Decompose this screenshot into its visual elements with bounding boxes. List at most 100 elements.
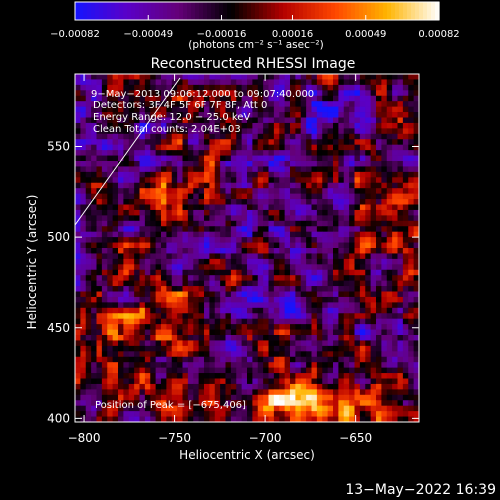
heatmap-cell <box>333 345 339 352</box>
heatmap-cell <box>306 329 312 336</box>
heatmap-cell <box>365 264 371 271</box>
heatmap-cell <box>322 242 328 249</box>
heatmap-cell <box>397 248 404 254</box>
heatmap-cell <box>408 416 414 423</box>
heatmap-cell <box>284 302 291 309</box>
heatmap-cell <box>316 362 323 368</box>
heatmap-cell <box>80 150 87 156</box>
heatmap-cell <box>198 199 205 205</box>
heatmap-cell <box>144 318 151 325</box>
heatmap-cell <box>354 144 361 151</box>
heatmap-cell <box>252 367 259 374</box>
heatmap-cell <box>150 133 156 140</box>
heatmap-cell <box>150 367 156 374</box>
heatmap-cell <box>273 286 280 292</box>
heatmap-cell <box>311 411 318 417</box>
heatmap-cell <box>402 275 409 281</box>
heatmap-cell <box>343 215 350 222</box>
heatmap-cell <box>295 345 302 352</box>
heatmap-cell <box>177 253 183 260</box>
heatmap-cell <box>349 95 355 102</box>
heatmap-cell <box>236 177 242 184</box>
heatmap-cell <box>220 340 226 347</box>
heatmap-cell <box>118 356 124 363</box>
heatmap-cell <box>354 215 361 222</box>
heatmap-cell <box>284 79 291 86</box>
heatmap-cell <box>408 220 414 227</box>
colorbar-segment <box>219 2 224 20</box>
heatmap-cell <box>343 242 350 249</box>
heatmap-cell <box>386 193 393 200</box>
heatmap-cell <box>209 340 216 347</box>
heatmap-cell <box>338 318 345 325</box>
heatmap-cell <box>376 128 382 135</box>
heatmap-cell <box>193 182 199 189</box>
heatmap-cell <box>134 356 140 363</box>
heatmap-cell <box>204 144 210 151</box>
heatmap-cell <box>284 367 291 374</box>
heatmap-cell <box>300 269 307 276</box>
colorbar-segment <box>231 2 236 20</box>
heatmap-cell <box>241 345 248 352</box>
heatmap-cell <box>230 122 237 129</box>
heatmap-cell <box>295 188 302 194</box>
heatmap-cell <box>354 193 361 200</box>
heatmap-cell <box>187 248 194 254</box>
heatmap-cell <box>123 296 130 303</box>
heatmap-cell <box>182 302 189 309</box>
heatmap-cell <box>80 242 87 249</box>
heatmap-cell <box>273 237 280 243</box>
heatmap-cell <box>171 394 178 401</box>
heatmap-cell <box>338 182 345 189</box>
heatmap-cell <box>139 204 146 211</box>
heatmap-cell <box>134 150 140 156</box>
heatmap-cell <box>128 329 135 336</box>
heatmap-cell <box>209 215 216 222</box>
heatmap-cell <box>252 226 259 233</box>
heatmap-cell <box>144 171 151 178</box>
heatmap-cell <box>193 139 199 146</box>
heatmap-cell <box>107 258 113 265</box>
heatmap-cell <box>349 351 355 358</box>
heatmap-cell <box>300 237 307 243</box>
colorbar-segment <box>215 2 220 20</box>
heatmap-cell <box>91 416 97 423</box>
heatmap-cell <box>370 318 377 325</box>
heatmap-cell <box>220 383 226 390</box>
heatmap-cell <box>241 226 248 233</box>
heatmap-cell <box>96 389 103 396</box>
heatmap-cell <box>359 209 366 216</box>
heatmap-cell <box>370 264 377 271</box>
heatmap-cell <box>284 90 291 97</box>
heatmap-cell <box>150 84 156 91</box>
heatmap-cell <box>338 133 345 140</box>
heatmap-cell <box>376 264 382 271</box>
heatmap-cell <box>300 84 307 91</box>
heatmap-cell <box>365 318 371 325</box>
heatmap-cell <box>171 161 178 167</box>
heatmap-cell <box>225 204 232 211</box>
heatmap-cell <box>236 155 242 162</box>
heatmap-cell <box>118 264 124 271</box>
heatmap-cell <box>284 101 291 107</box>
heatmap-cell <box>322 362 328 368</box>
heatmap-cell <box>263 356 269 363</box>
heatmap-cell <box>408 128 414 135</box>
heatmap-cell <box>75 280 81 287</box>
heatmap-cell <box>91 351 97 358</box>
heatmap-cell <box>284 296 291 303</box>
heatmap-cell <box>349 394 355 401</box>
heatmap-cell <box>236 405 242 412</box>
heatmap-cell <box>370 258 377 265</box>
heatmap-cell <box>220 231 226 238</box>
heatmap-cell <box>107 324 113 330</box>
heatmap-cell <box>80 74 87 80</box>
heatmap-cell <box>80 248 87 254</box>
heatmap-cell <box>101 166 108 173</box>
heatmap-cell <box>300 188 307 194</box>
heatmap-cell <box>204 193 210 200</box>
heatmap-cell <box>284 351 291 358</box>
heatmap-cell <box>365 329 371 336</box>
heatmap-cell <box>349 275 355 281</box>
heatmap-cell <box>75 275 81 281</box>
